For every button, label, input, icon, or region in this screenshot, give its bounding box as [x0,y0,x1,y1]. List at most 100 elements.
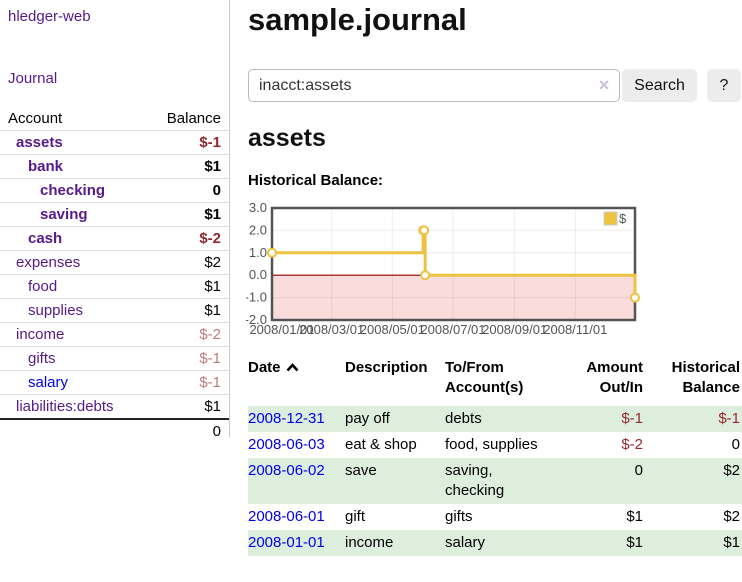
register-balance-cell: $2 [723,462,740,479]
account-balance: $1 [204,302,221,319]
search-button[interactable]: Search [622,69,697,102]
clear-search-icon[interactable]: ✕ [598,77,610,93]
register-row: 2008-01-01 income salary $1 $1 [248,530,742,556]
account-balance: 0 [212,182,221,199]
account-link-salary[interactable]: salary [28,374,69,391]
register-date-cell[interactable]: 2008-01-01 [248,530,345,556]
register-row: 2008-06-03 eat & shop food, supplies $-2 0 [248,432,742,458]
register-balance-cell: 0 [731,436,740,453]
svg-text:$: $ [619,211,627,226]
sidebar-account-row: food $1 [0,274,229,298]
accounts-column-header: To/From Account(s) [445,359,524,396]
app-title-link[interactable]: hledger-web [8,8,91,25]
register-description-cell: gift [345,508,366,525]
svg-text:2008/07/01: 2008/07/01 [420,322,485,337]
account-balance: $-2 [199,230,221,247]
register-amount-cell: 0 [634,462,643,479]
svg-text:2008/05/01: 2008/05/01 [360,322,425,337]
balance-column-header-main: Historical Balance [671,359,740,396]
svg-text:2008/01/01: 2008/01/01 [249,322,314,337]
register-header-row: Date Description To/From Account(s) Amou… [248,356,742,406]
sort-ascending-icon [286,358,299,378]
account-balance: $-1 [199,350,221,367]
date-column-header[interactable]: Date [248,356,345,406]
register-row: 2008-06-02 save saving, checking 0 $2 [248,458,742,504]
account-link-liabilities-debts[interactable]: liabilities:debts [16,398,114,415]
register-table: Date Description To/From Account(s) Amou… [248,356,742,556]
journal-link[interactable]: Journal [8,70,58,87]
sidebar-account-row: checking 0 [0,178,229,202]
register-amount-cell: $-1 [621,410,643,427]
accounts-table: Account Balance assets $-1 bank $1 checking 0… [0,106,229,442]
register-amount-cell: $1 [626,508,643,525]
register-row: 2008-12-31 pay off debts $-1 $-1 [248,406,742,432]
transaction-date-link[interactable]: 2008-06-02 [248,462,325,479]
register-balance-cell: $-1 [718,410,740,427]
sidebar-account-row: cash $-2 [0,226,229,250]
transaction-date-link[interactable]: 2008-01-01 [248,534,325,551]
transaction-date-link[interactable]: 2008-06-03 [248,436,325,453]
account-link-saving[interactable]: saving [40,206,88,223]
account-balance: $-1 [199,134,221,151]
sidebar-account-row: income $-2 [0,322,229,346]
register-accounts-cell: food, supplies [445,436,538,453]
register-date-cell[interactable]: 2008-12-31 [248,406,345,432]
account-link-cash[interactable]: cash [28,230,63,247]
svg-text:3.0: 3.0 [249,201,267,215]
register-date-cell[interactable]: 2008-06-02 [248,458,345,504]
svg-text:1.0: 1.0 [249,245,267,260]
main-content: sample.journal ✕ Search ? assets Histori… [246,0,742,582]
account-link-gifts[interactable]: gifts [28,350,56,367]
sidebar-account-row: gifts $-1 [0,346,229,370]
account-balance: $1 [204,278,221,295]
svg-text:2008/09/01: 2008/09/01 [482,322,547,337]
account-link-bank[interactable]: bank [28,158,64,175]
account-link-expenses[interactable]: expenses [16,254,81,271]
search-input[interactable] [248,69,620,102]
svg-text:-1.0: -1.0 [246,290,267,305]
svg-text:2.0: 2.0 [249,222,267,237]
account-link-income[interactable]: income [16,326,65,343]
amount-column-header: Amount Out/In [586,359,643,396]
register-row: 2008-06-01 gift gifts $1 $2 [248,504,742,530]
sidebar-account-row: liabilities:debts $1 [0,394,229,418]
search-bar: ✕ Search ? [248,69,742,103]
account-balance: $1 [204,158,221,175]
account-balance: $2 [204,254,221,271]
register-amount-cell: $-2 [621,436,643,453]
date-header-label: Date [248,359,281,376]
account-column-header: Account [8,109,63,127]
sidebar: hledger-web Journal Account Balance asse… [0,0,230,440]
register-date-cell[interactable]: 2008-06-03 [248,432,345,458]
account-link-assets[interactable]: assets [16,134,63,151]
sidebar-account-row: assets $-1 [0,130,229,154]
transaction-date-link[interactable]: 2008-12-31 [248,410,325,427]
register-description-cell: eat & shop [345,436,417,453]
account-link-supplies[interactable]: supplies [28,302,84,319]
register-date-cell[interactable]: 2008-06-01 [248,504,345,530]
balance-column-header: Balance [166,109,221,127]
help-button[interactable]: ? [707,69,741,102]
register-accounts-cell: debts [445,410,482,427]
svg-text:-2.0: -2.0 [246,312,267,327]
register-description-cell: save [345,462,377,479]
sidebar-account-row: salary $-1 [0,370,229,394]
transaction-date-link[interactable]: 2008-06-01 [248,508,325,525]
svg-text:2008/11/01: 2008/11/01 [543,322,607,337]
register-accounts-cell: salary [445,534,486,551]
accounts-table-header: Account Balance [0,106,229,130]
chart-title: Historical Balance: [248,172,384,189]
historical-balance-chart: 3.0 2.0 1.0 0.0 -1.0 -2.02008/01/012008/03/01… [246,201,640,337]
register-accounts-cell: saving, checking [445,462,505,499]
account-link-food[interactable]: food [28,278,58,295]
register-description-cell: pay off [345,410,390,427]
register-amount-cell: $1 [626,534,643,551]
register-balance-cell: $1 [723,534,740,551]
account-link-checking[interactable]: checking [40,182,106,199]
register-accounts-cell: gifts [445,508,473,525]
register-balance-cell: $2 [723,508,740,525]
svg-text:0.0: 0.0 [249,267,267,282]
account-balance: $1 [204,206,221,223]
account-balance: $-1 [199,374,221,391]
register-description-cell: income [345,534,394,551]
